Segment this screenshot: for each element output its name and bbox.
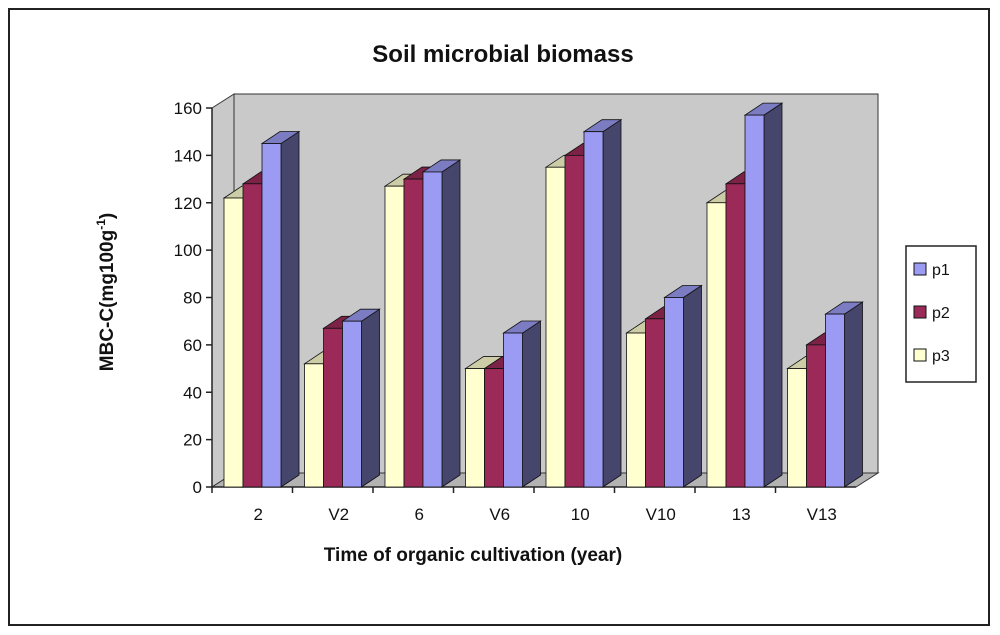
bar-p1-V6 [502, 320, 542, 488]
y-tick-label: 160 [174, 99, 202, 118]
legend-swatch [913, 348, 927, 362]
legend-item-p2: p2 [913, 305, 950, 322]
y-tick-label: 40 [183, 383, 202, 402]
y-tick-label: 0 [193, 478, 202, 497]
y-tick-label: 140 [174, 146, 202, 165]
y-axis-label-close: ) [97, 213, 118, 219]
x-axis-ticks: 2 V2 6 V6 10 V10 13 V13 [211, 486, 856, 524]
bars [222, 102, 864, 488]
x-tick-label: V13 [807, 505, 837, 524]
legend-swatch [913, 262, 927, 276]
y-axis-ticks: 0 20 40 60 80 100 120 140 160 [174, 99, 213, 497]
y-axis-label-main: MBC-C(mg100g [97, 230, 118, 371]
bar-p1-13 [743, 102, 784, 488]
bar-p1-V13 [824, 301, 864, 488]
y-tick-label: 80 [183, 289, 202, 308]
bar-p1-10 [582, 118, 623, 488]
bar-p1-6 [421, 159, 462, 488]
x-tick-label: V10 [646, 505, 676, 524]
x-tick-label: V6 [489, 505, 510, 524]
x-axis-label: Time of organic cultivation (year) [324, 545, 622, 566]
legend-item-p1: p1 [913, 262, 950, 279]
y-tick-label: 120 [174, 194, 202, 213]
legend: p1 p2 p3 [905, 245, 977, 383]
legend-swatch [913, 305, 927, 319]
x-tick-label: 2 [254, 505, 263, 524]
chart-title: Soil microbial biomass [372, 41, 633, 68]
y-axis-label-sup: -1 [94, 219, 108, 230]
legend-label: p1 [932, 262, 950, 279]
y-tick-label: 100 [174, 241, 202, 260]
x-tick-label: 10 [571, 505, 590, 524]
legend-label: p2 [932, 305, 950, 322]
y-axis-label: MBC-C(mg100g-1) [94, 213, 118, 371]
x-tick-label: V2 [328, 505, 349, 524]
x-tick-label: 6 [415, 505, 424, 524]
legend-label: p3 [932, 348, 950, 365]
legend-item-p3: p3 [913, 348, 950, 365]
x-tick-label: 13 [732, 505, 751, 524]
y-tick-label: 20 [183, 431, 202, 450]
bar-p1-2 [260, 130, 301, 488]
bar-p1-V10 [663, 284, 703, 488]
y-tick-label: 60 [183, 336, 202, 355]
bar-p1-V2 [341, 308, 381, 488]
